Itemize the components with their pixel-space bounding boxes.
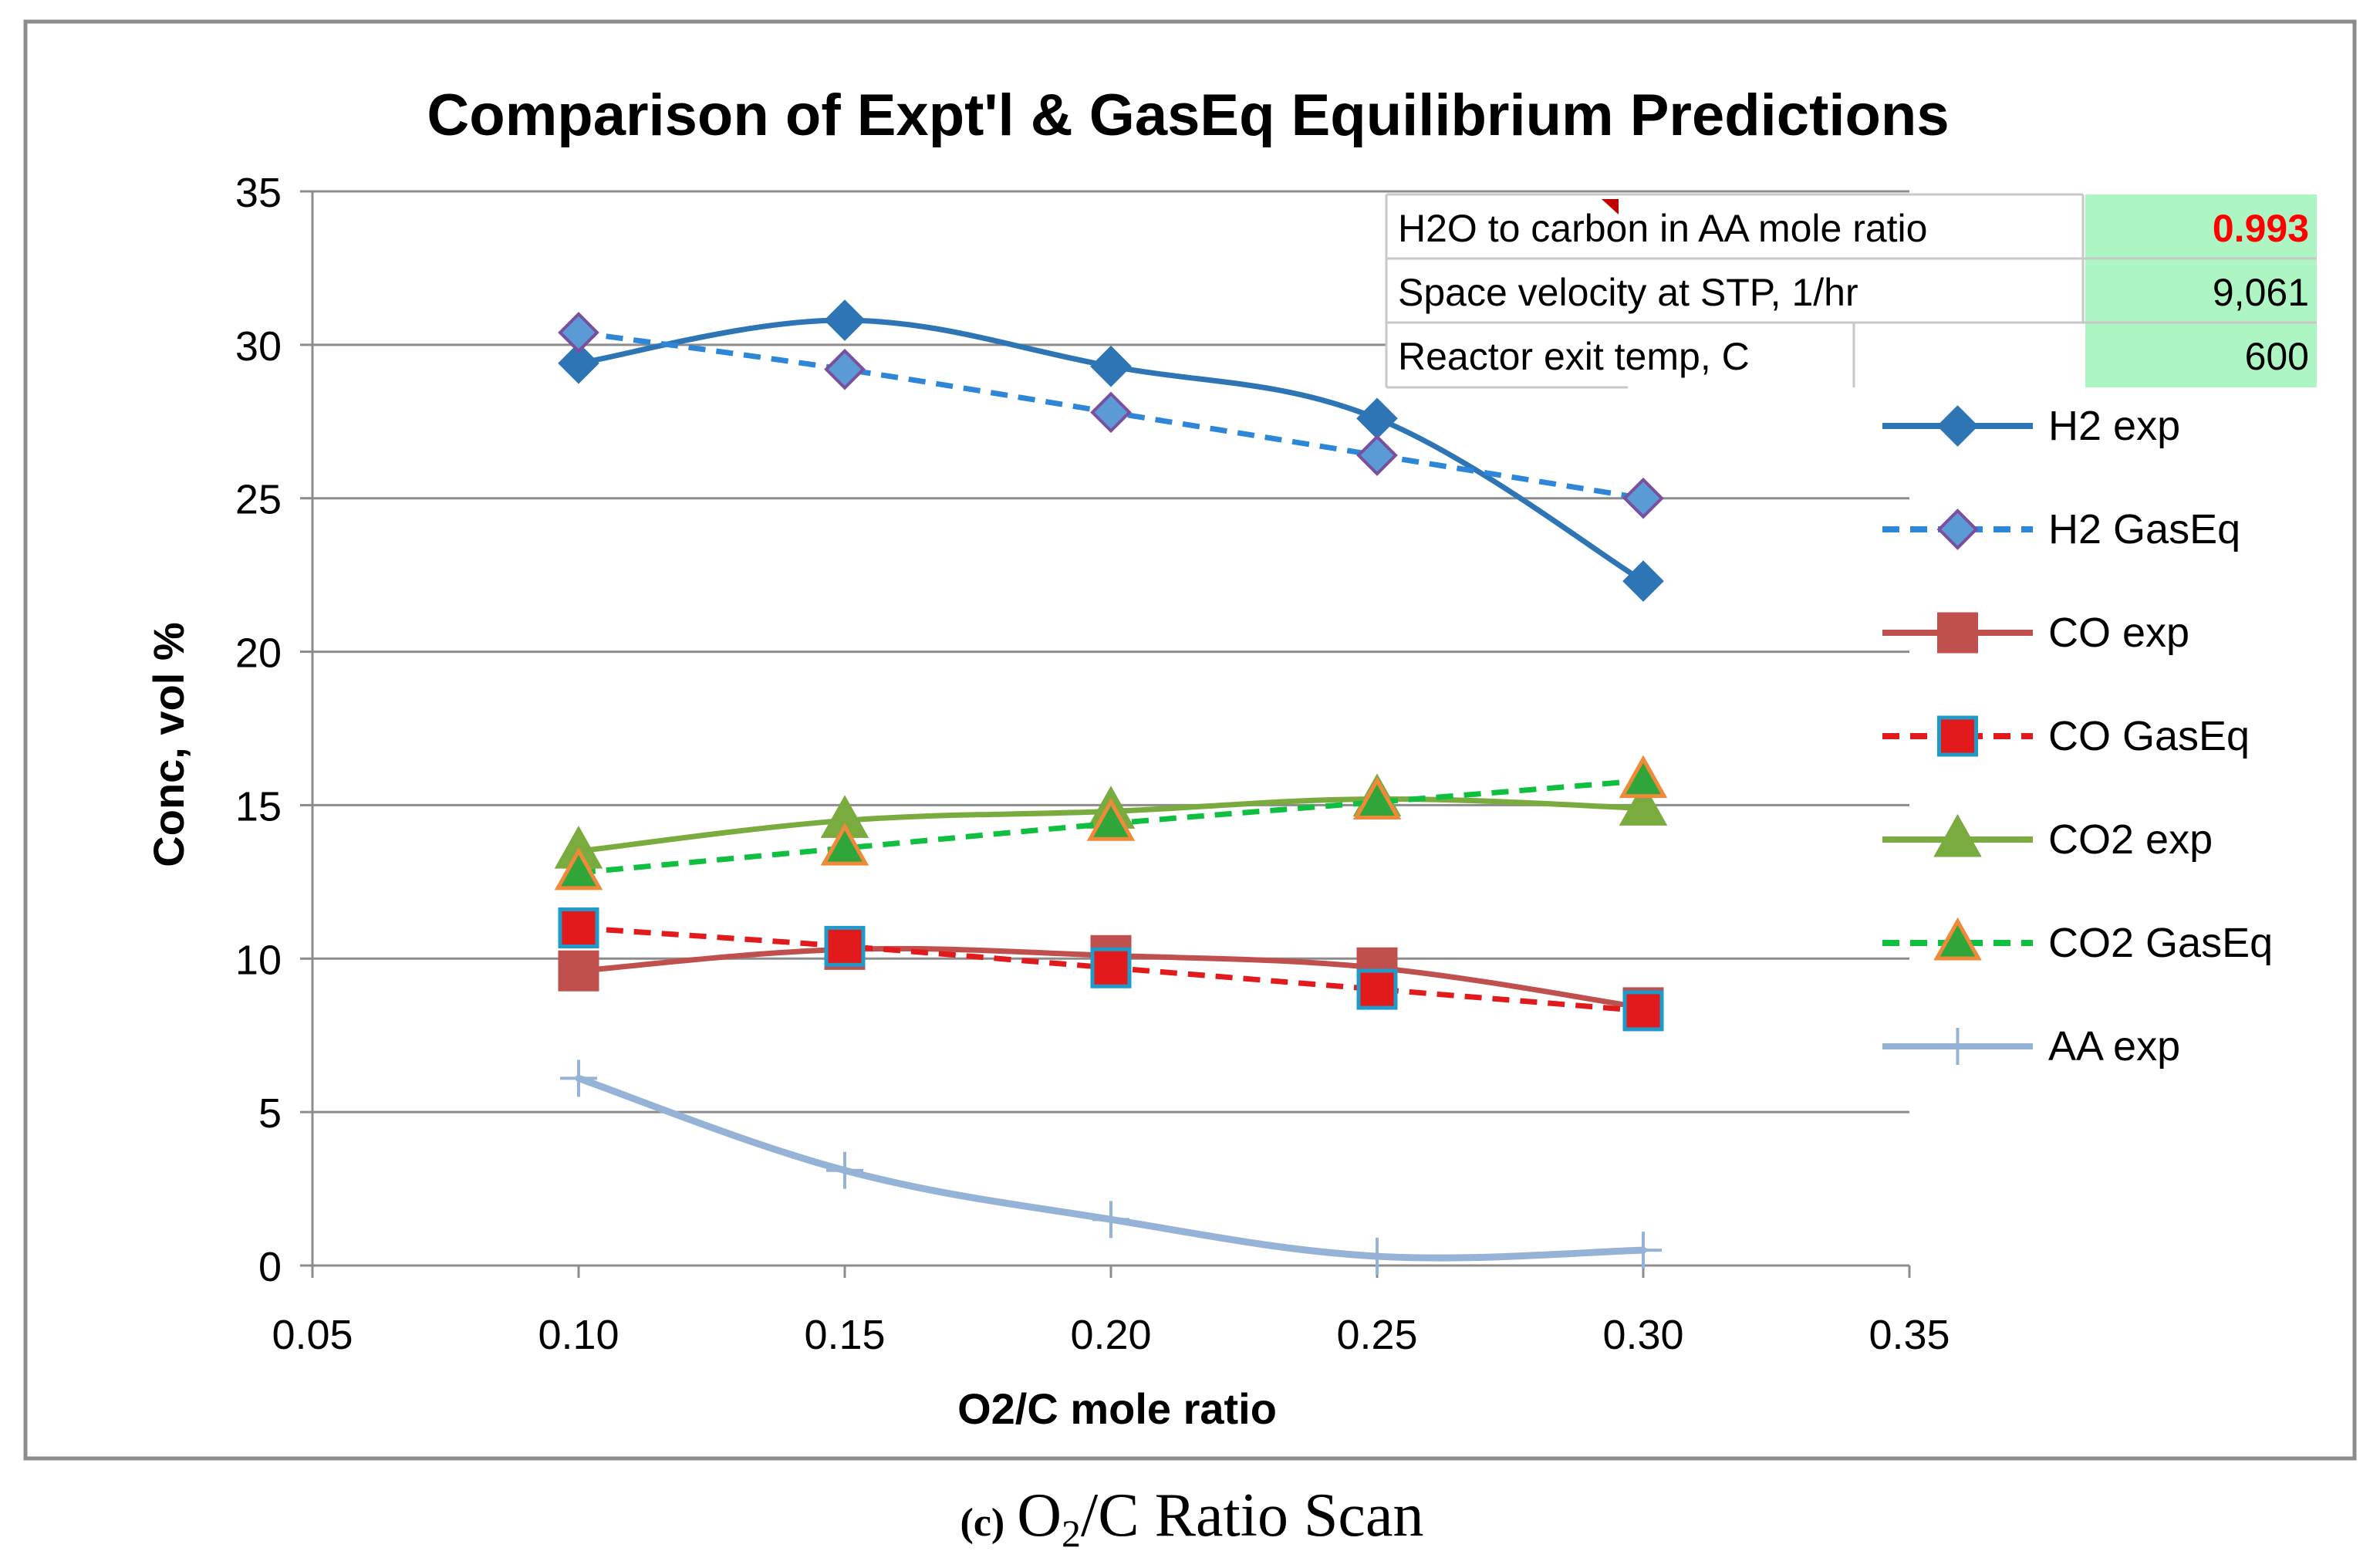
legend: H2 exp H2 GasEq CO exp CO GasEq CO2 exp CO2 G… <box>1882 403 2273 1070</box>
info-row-label: H2O to carbon in AA mole ratio <box>1398 207 1927 250</box>
legend-label: H2 exp <box>2048 403 2180 449</box>
caption-text-b: /C Ratio Scan <box>1081 1482 1423 1549</box>
y-tick-label: 35 <box>235 170 282 216</box>
data-point <box>1619 782 1668 826</box>
y-tick-label: 0 <box>258 1244 282 1290</box>
y-tick-label: 10 <box>235 937 282 983</box>
data-point <box>1086 798 1136 841</box>
data-point <box>824 925 866 967</box>
x-tick-label: 0.05 <box>272 1312 353 1358</box>
data-point <box>1090 345 1132 387</box>
legend-item-co2-exp: CO2 exp <box>1882 813 2213 863</box>
data-point <box>1622 477 1664 519</box>
data-point <box>560 1059 597 1097</box>
x-tick-label: 0.35 <box>1869 1312 1950 1358</box>
y-tick-label: 20 <box>235 630 282 677</box>
legend-marker <box>1936 509 1979 550</box>
legend-marker <box>1939 1028 1977 1065</box>
legend-marker <box>1933 917 1982 961</box>
info-row-value: 9,061 <box>2213 271 2309 314</box>
legend-item-h2-gaseq: H2 GasEq <box>1882 506 2240 553</box>
data-point <box>1625 1232 1662 1269</box>
data-point <box>1090 391 1132 434</box>
data-point <box>1356 434 1398 476</box>
axes: 0 5 10 15 20 25 30 35 0.05 0.10 0.15 0.20 0.25 0.30 0.… <box>235 170 1950 1358</box>
data-point <box>558 907 599 949</box>
data-point <box>1359 1238 1396 1276</box>
chart-title: Comparison of Expt'l & GasEq Equilibrium… <box>427 83 1949 148</box>
legend-label: CO2 exp <box>2048 816 2213 863</box>
figure-caption: (c) O2/C Ratio Scan <box>960 1482 1424 1555</box>
data-point <box>558 312 599 353</box>
data-point <box>1622 990 1664 1032</box>
data-point <box>1090 947 1132 988</box>
legend-marker <box>1936 405 1979 447</box>
series-co-gaseq <box>558 907 1664 1032</box>
y-tick-label: 5 <box>258 1090 282 1137</box>
data-point <box>554 847 603 890</box>
legend-label: H2 GasEq <box>2048 506 2240 553</box>
data-point <box>558 342 599 384</box>
info-row-label: Reactor exit temp, C <box>1398 335 1750 378</box>
y-tick-label: 30 <box>235 323 282 370</box>
y-tick-label: 15 <box>235 783 282 830</box>
legend-marker <box>1937 715 1978 757</box>
data-point <box>1622 560 1664 602</box>
data-point <box>558 950 599 992</box>
data-point <box>1619 755 1668 799</box>
data-point <box>826 1151 863 1189</box>
data-point <box>1356 968 1398 1010</box>
comment-indicator-icon <box>1602 199 1619 215</box>
legend-item-co-exp: CO exp <box>1882 610 2189 656</box>
info-row-value: 600 <box>2245 335 2309 378</box>
data-point <box>820 823 869 866</box>
series-h2-gaseq <box>558 312 1664 519</box>
data-point <box>824 299 866 341</box>
x-tick-label: 0.30 <box>1602 1312 1683 1358</box>
plot-series <box>554 299 1668 1276</box>
caption-text-a: O <box>1017 1482 1062 1549</box>
data-point <box>1092 1201 1129 1239</box>
series-co2-gaseq <box>554 755 1668 890</box>
y-axis-label: Conc, vol % <box>144 622 193 867</box>
legend-label: CO exp <box>2048 610 2189 656</box>
series-aa-exp <box>560 1059 1662 1276</box>
x-tick-label: 0.20 <box>1070 1312 1151 1358</box>
legend-label: CO GasEq <box>2048 713 2250 759</box>
data-point <box>824 348 866 390</box>
legend-marker <box>1933 813 1982 857</box>
legend-label: CO2 GasEq <box>2048 920 2273 966</box>
info-table: H2O to carbon in AA mole ratio 0.993 Spa… <box>1385 193 2317 389</box>
legend-item-aa-exp: AA exp <box>1882 1023 2180 1070</box>
info-table-value-bg <box>2083 194 2317 387</box>
legend-marker <box>1937 612 1978 654</box>
info-row-label: Space velocity at STP, 1/hr <box>1398 271 1858 314</box>
info-row-value: 0.993 <box>2213 207 2309 250</box>
x-tick-label: 0.25 <box>1336 1312 1417 1358</box>
x-axis-label: O2/C mole ratio <box>957 1384 1277 1433</box>
legend-item-co-gaseq: CO GasEq <box>1882 713 2250 759</box>
data-point <box>1352 776 1402 819</box>
x-tick-label: 0.15 <box>804 1312 885 1358</box>
caption-subscript: 2 <box>1062 1512 1081 1555</box>
y-tick-label: 25 <box>235 477 282 523</box>
caption-prefix: (c) <box>960 1501 1005 1545</box>
legend-item-co2-gaseq: CO2 GasEq <box>1882 917 2273 966</box>
legend-label: AA exp <box>2048 1023 2180 1070</box>
x-tick-label: 0.10 <box>538 1312 619 1358</box>
legend-item-h2-exp: H2 exp <box>1882 403 2180 449</box>
